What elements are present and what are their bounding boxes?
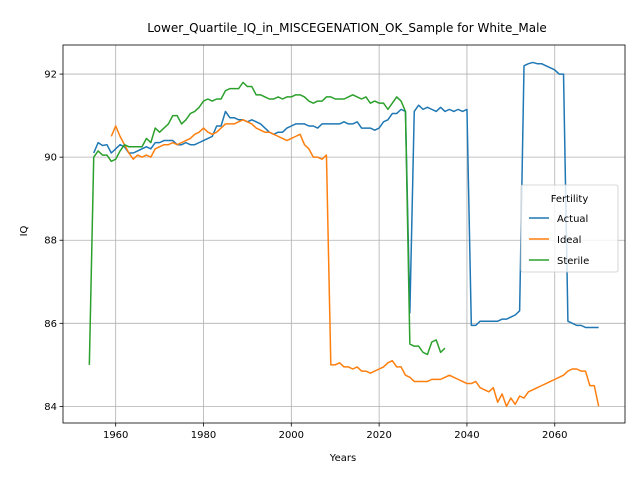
grid [63, 45, 625, 423]
chart-title: Lower_Quartile_IQ_in_MISCEGENATION_OK_Sa… [147, 21, 547, 35]
x-tick-label: 1960 [103, 430, 128, 441]
x-tick-label: 2000 [279, 430, 304, 441]
series-line-sterile [88, 81, 446, 365]
x-tick-label: 2060 [542, 430, 567, 441]
y-tick-label: 92 [44, 70, 57, 81]
y-tick-label: 90 [44, 153, 57, 164]
y-tick-label: 84 [44, 402, 57, 413]
y-tick-label: 86 [44, 319, 57, 330]
y-tick-label: 88 [44, 236, 57, 247]
x-tick-label: 2040 [454, 430, 479, 441]
x-tick-label: 1980 [191, 430, 216, 441]
legend-box [520, 184, 619, 273]
legend-label: Sterile [557, 256, 589, 267]
y-axis-label: IQ [19, 225, 30, 236]
x-axis-label: Years [329, 453, 356, 464]
legend-label: Actual [557, 214, 588, 225]
plot-frame [62, 44, 626, 424]
y-axis: 84 86 88 90 92 [44, 70, 63, 413]
x-axis: 1960 1980 2000 2020 2040 2060 [103, 423, 567, 441]
legend: Fertility Actual Ideal Sterile [520, 184, 619, 273]
legend-title: Fertility [551, 194, 589, 205]
x-tick-label: 2020 [366, 430, 391, 441]
series-line-ideal [110, 119, 600, 408]
legend-label: Ideal [557, 235, 581, 246]
series-lines [88, 61, 600, 408]
